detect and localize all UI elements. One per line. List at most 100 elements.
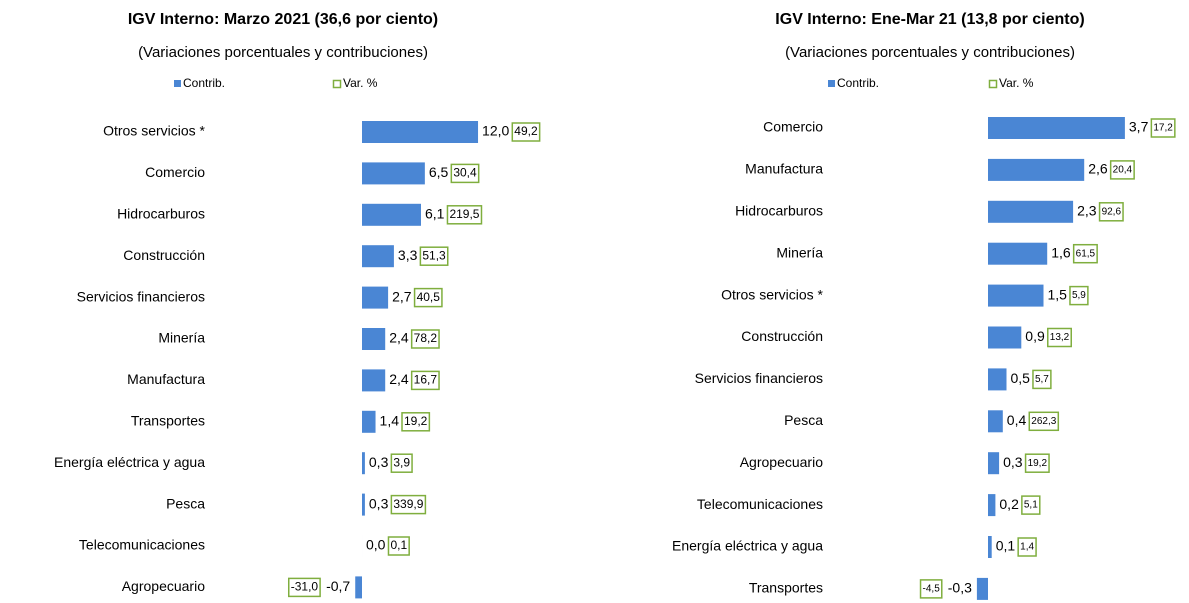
value-label: 1,6 (1051, 244, 1071, 260)
category-label: Minería (158, 330, 205, 346)
chart-title: IGV Interno: Marzo 2021 (36,6 por ciento… (128, 11, 438, 28)
var-label: 5,1 (1024, 500, 1038, 511)
bar (988, 200, 1074, 223)
legend-swatch (988, 79, 998, 89)
category-label: Hidrocarburos (735, 203, 823, 219)
var-box (511, 122, 541, 142)
value-label: 2,7 (392, 288, 412, 304)
bar (976, 577, 988, 600)
var-label: 61,5 (1076, 248, 1096, 259)
var-box (450, 163, 480, 184)
var-box (413, 287, 443, 308)
value-label: 0,3 (369, 454, 389, 470)
legend-label: Contrib. (183, 76, 225, 90)
category-label: Agropecuario (740, 454, 823, 470)
var-label: 49,2 (514, 124, 538, 138)
var-label: 339,9 (393, 497, 423, 511)
value-label: 3,3 (398, 247, 418, 263)
category-label: Transportes (749, 580, 823, 596)
var-label: 13,2 (1050, 332, 1070, 343)
var-box (390, 453, 413, 473)
var-label: 0,1 (390, 538, 407, 552)
var-box (1072, 243, 1098, 264)
category-label: Manufactura (127, 371, 205, 387)
value-label: 0,3 (369, 495, 389, 511)
var-label: 5,7 (1035, 374, 1049, 385)
bar (362, 286, 389, 309)
bar (362, 245, 394, 268)
legend-swatch (332, 79, 342, 89)
bar (988, 410, 1003, 433)
var-label: 78,2 (414, 331, 438, 345)
category-label: Pesca (784, 412, 823, 428)
bar (988, 117, 1125, 139)
bar (988, 452, 1000, 475)
bar (362, 162, 425, 185)
category-label: Agropecuario (122, 578, 205, 594)
value-label: 3,7 (1129, 119, 1149, 135)
var-label: 40,5 (417, 290, 441, 304)
var-box (1021, 495, 1041, 515)
value-label: 2,6 (1088, 161, 1108, 177)
value-label: 0,9 (1025, 328, 1045, 344)
var-box (1098, 202, 1124, 222)
bar (988, 326, 1022, 349)
var-label: 16,7 (414, 373, 438, 387)
var-box (401, 412, 431, 432)
category-label: Energía eléctrica y agua (672, 538, 823, 554)
var-box (287, 577, 321, 598)
chart-title: IGV Interno: Ene-Mar 21 (13,8 por ciento… (775, 11, 1084, 28)
category-label: Servicios financieros (695, 370, 823, 386)
category-label: Energía eléctrica y agua (54, 454, 205, 470)
var-box (387, 536, 410, 556)
bar (362, 369, 386, 392)
legend-label: Var. % (343, 76, 378, 90)
var-box (410, 329, 440, 349)
var-box (419, 246, 449, 266)
var-label: 51,3 (422, 248, 446, 262)
bar (988, 158, 1085, 181)
value-label: -0,3 (948, 580, 972, 596)
category-label: Hidrocarburos (117, 206, 205, 222)
value-label: -0,7 (326, 578, 350, 594)
category-label: Transportes (131, 413, 205, 429)
bar (988, 242, 1048, 265)
var-box (1024, 453, 1050, 473)
category-label: Otros servicios * (103, 123, 205, 139)
value-label: 0,2 (999, 496, 1019, 512)
var-label: 262,3 (1031, 416, 1056, 427)
var-box (1028, 411, 1060, 432)
category-label: Telecomunicaciones (697, 496, 823, 512)
bar (988, 368, 1007, 391)
bar (362, 203, 421, 226)
bar (362, 328, 386, 350)
value-label: 0,5 (1011, 370, 1031, 386)
bar (362, 452, 365, 475)
bar (355, 576, 362, 599)
var-label: 30,4 (453, 166, 477, 180)
chart-subtitle: (Variaciones porcentuales y contribucion… (138, 44, 428, 61)
category-label: Servicios financieros (77, 288, 205, 304)
var-label: -31,0 (291, 580, 319, 594)
var-label: 219,5 (449, 207, 479, 221)
value-label: 1,4 (380, 413, 400, 429)
var-label: 17,2 (1153, 123, 1173, 134)
bar (362, 410, 376, 433)
var-label: 5,9 (1072, 290, 1086, 301)
var-label: 1,4 (1020, 542, 1034, 553)
chart-subtitle: (Variaciones porcentuales y contribucion… (785, 44, 1075, 61)
value-label: 2,4 (389, 330, 409, 346)
category-label: Construcción (123, 247, 205, 263)
var-box (1047, 327, 1072, 348)
var-box (919, 579, 943, 599)
var-box (446, 205, 483, 225)
category-label: Comercio (145, 164, 205, 180)
bar (988, 284, 1044, 307)
bar (988, 494, 996, 517)
category-label: Pesca (166, 495, 205, 511)
value-label: 12,0 (482, 123, 509, 139)
bar (362, 493, 365, 516)
category-label: Telecomunicaciones (79, 537, 205, 553)
var-box (1150, 118, 1176, 138)
var-label: 3,9 (393, 455, 410, 469)
